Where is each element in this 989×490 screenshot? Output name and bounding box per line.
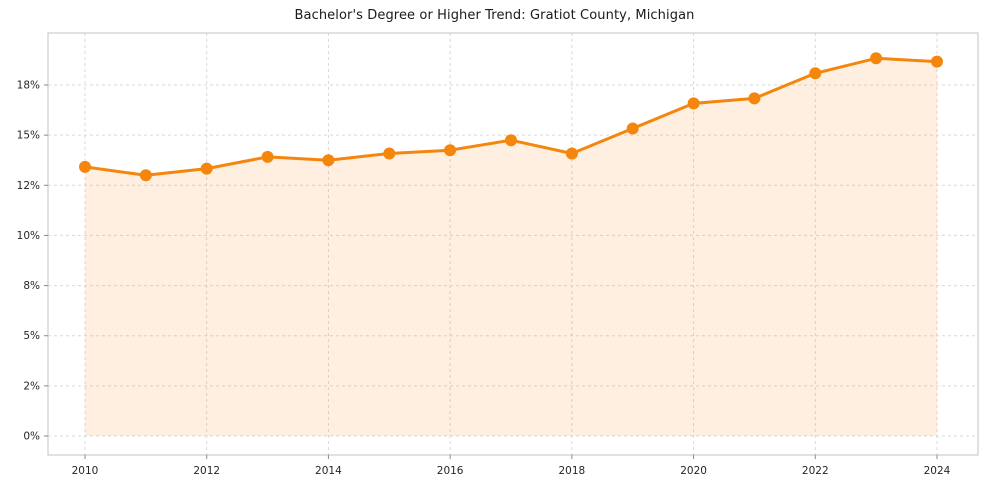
x-tick-label: 2024: [924, 465, 951, 477]
y-tick-labels: 0% 2% 5% 8% 10% 12% 15% 18%: [17, 80, 48, 443]
y-tick-label: 10%: [17, 230, 40, 242]
data-point: [565, 147, 578, 160]
y-tick-label: 0%: [23, 431, 40, 443]
y-tick-label: 2%: [23, 380, 40, 392]
x-tick-label: 2012: [193, 465, 220, 477]
data-point: [79, 160, 91, 173]
x-gridlines: [84, 33, 938, 455]
data-point: [322, 154, 335, 167]
y-tick-label: 18%: [17, 80, 40, 92]
data-point: [261, 150, 274, 163]
x-tick-label: 2022: [802, 465, 829, 477]
data-point-markers: [79, 52, 943, 182]
data-point: [383, 147, 396, 160]
data-point: [931, 55, 943, 68]
x-tick-label: 2010: [72, 465, 99, 477]
x-tick-label: 2014: [315, 465, 342, 477]
y-gridlines: [48, 84, 978, 437]
y-tick-label: 8%: [23, 280, 40, 292]
y-tick-label: 5%: [23, 330, 40, 342]
data-point: [626, 122, 639, 135]
area-fill: [85, 58, 937, 437]
data-point: [809, 67, 822, 80]
data-point: [687, 97, 700, 110]
data-point: [505, 134, 517, 147]
chart-title: Bachelor's Degree or Higher Trend: Grati…: [294, 8, 695, 23]
y-tick-label: 15%: [17, 130, 40, 142]
x-tick-label: 2020: [680, 465, 707, 477]
data-point: [748, 92, 761, 105]
data-point: [200, 162, 213, 175]
data-point: [444, 144, 457, 157]
x-tick-labels: 2010 2012 2014 2016 2018 2020 2022 2024: [72, 455, 951, 477]
data-point: [139, 169, 152, 182]
data-point: [870, 52, 883, 65]
x-tick-label: 2018: [558, 465, 585, 477]
plot-border: [47, 32, 979, 456]
x-tick-label: 2016: [437, 465, 464, 477]
y-tick-label: 12%: [17, 180, 40, 192]
